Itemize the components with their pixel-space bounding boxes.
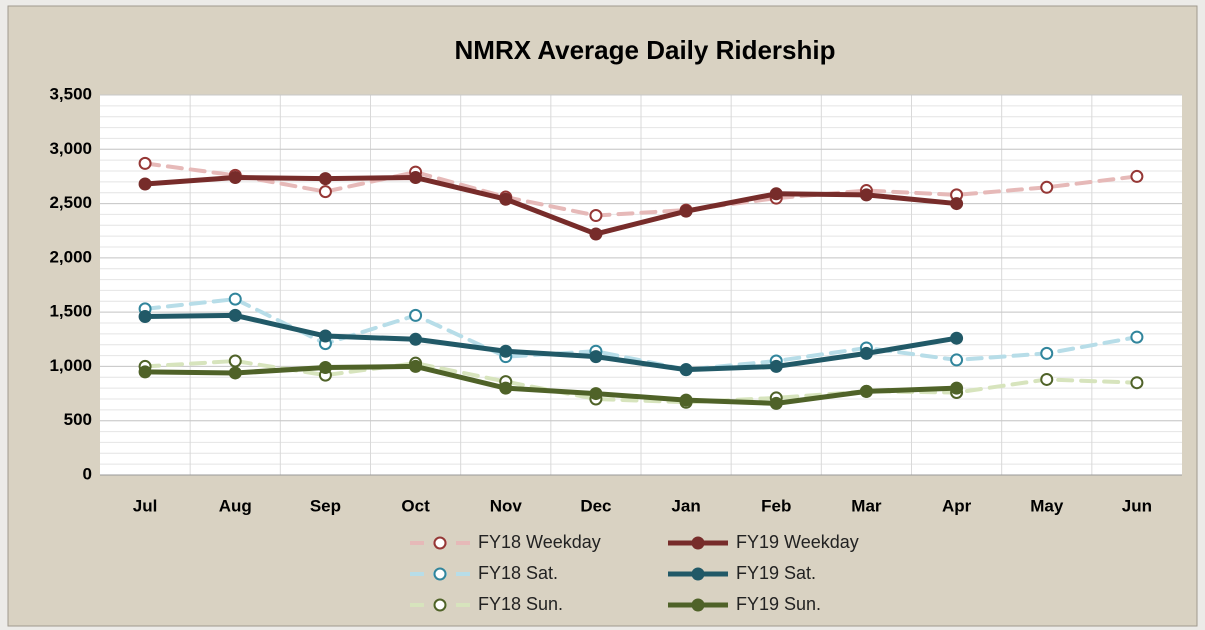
data-point bbox=[409, 359, 423, 373]
data-point bbox=[228, 292, 242, 306]
x-tick-label: Apr bbox=[942, 496, 972, 515]
data-point bbox=[318, 172, 332, 186]
y-tick-label: 1,000 bbox=[49, 356, 92, 375]
legend-marker bbox=[691, 536, 705, 550]
legend-label: FY19 Sun. bbox=[736, 594, 821, 614]
data-point bbox=[769, 187, 783, 201]
legend-label: FY19 Weekday bbox=[736, 532, 859, 552]
series-line bbox=[142, 363, 960, 406]
data-point bbox=[1040, 346, 1054, 360]
data-point bbox=[409, 308, 423, 322]
data-point bbox=[409, 332, 423, 346]
y-tick-label: 0 bbox=[83, 464, 92, 483]
legend-marker bbox=[691, 598, 705, 612]
data-point bbox=[589, 227, 603, 241]
data-point bbox=[859, 346, 873, 360]
data-point bbox=[1040, 372, 1054, 386]
data-point bbox=[1130, 330, 1144, 344]
x-tick-label: Nov bbox=[490, 496, 523, 515]
data-point bbox=[138, 156, 152, 170]
series-line bbox=[143, 359, 1139, 405]
y-tick-label: 2,000 bbox=[49, 247, 92, 266]
series-line bbox=[143, 297, 1139, 372]
legend-marker bbox=[433, 598, 447, 612]
data-point bbox=[950, 331, 964, 345]
data-point bbox=[228, 366, 242, 380]
y-tick-label: 2,500 bbox=[49, 193, 92, 212]
x-tick-label: Jan bbox=[671, 496, 700, 515]
series-line bbox=[142, 175, 960, 237]
x-tick-label: Mar bbox=[851, 496, 882, 515]
legend-label: FY18 Sat. bbox=[478, 563, 558, 583]
data-point bbox=[499, 381, 513, 395]
chart-title: NMRX Average Daily Ridership bbox=[455, 35, 836, 65]
legend-marker bbox=[433, 536, 447, 550]
data-point bbox=[138, 365, 152, 379]
y-tick-label: 3,000 bbox=[49, 139, 92, 158]
y-tick-label: 3,500 bbox=[49, 84, 92, 103]
x-tick-label: May bbox=[1030, 496, 1064, 515]
legend-marker bbox=[691, 567, 705, 581]
data-point bbox=[859, 188, 873, 202]
series-line bbox=[142, 312, 960, 373]
legend-label: FY18 Weekday bbox=[478, 532, 601, 552]
data-point bbox=[318, 361, 332, 375]
data-point bbox=[1130, 376, 1144, 390]
legend-label: FY19 Sat. bbox=[736, 563, 816, 583]
data-point bbox=[318, 185, 332, 199]
data-point bbox=[1040, 180, 1054, 194]
data-point bbox=[499, 344, 513, 358]
series-line bbox=[143, 161, 1139, 218]
y-tick-label: 1,500 bbox=[49, 302, 92, 321]
x-tick-label: Sep bbox=[310, 496, 341, 515]
data-point bbox=[769, 396, 783, 410]
data-point bbox=[318, 329, 332, 343]
data-point bbox=[950, 197, 964, 211]
data-point bbox=[950, 353, 964, 367]
data-point bbox=[679, 393, 693, 407]
data-point bbox=[589, 387, 603, 401]
data-point bbox=[859, 384, 873, 398]
data-point bbox=[409, 171, 423, 185]
data-point bbox=[138, 177, 152, 191]
data-point bbox=[138, 309, 152, 323]
y-tick-label: 500 bbox=[64, 410, 92, 429]
data-point bbox=[1130, 169, 1144, 183]
x-tick-label: Aug bbox=[219, 496, 252, 515]
data-point bbox=[228, 171, 242, 185]
x-tick-label: Dec bbox=[580, 496, 611, 515]
x-tick-label: Jun bbox=[1122, 496, 1152, 515]
data-point bbox=[679, 204, 693, 218]
data-point bbox=[228, 354, 242, 368]
legend-label: FY18 Sun. bbox=[478, 594, 563, 614]
data-point bbox=[950, 381, 964, 395]
data-point bbox=[679, 363, 693, 377]
x-tick-label: Feb bbox=[761, 496, 791, 515]
data-point bbox=[769, 359, 783, 373]
data-point bbox=[589, 350, 603, 364]
data-point bbox=[228, 308, 242, 322]
x-tick-label: Oct bbox=[401, 496, 430, 515]
x-tick-label: Jul bbox=[133, 496, 158, 515]
data-point bbox=[499, 192, 513, 206]
data-point bbox=[589, 209, 603, 223]
legend-marker bbox=[433, 567, 447, 581]
